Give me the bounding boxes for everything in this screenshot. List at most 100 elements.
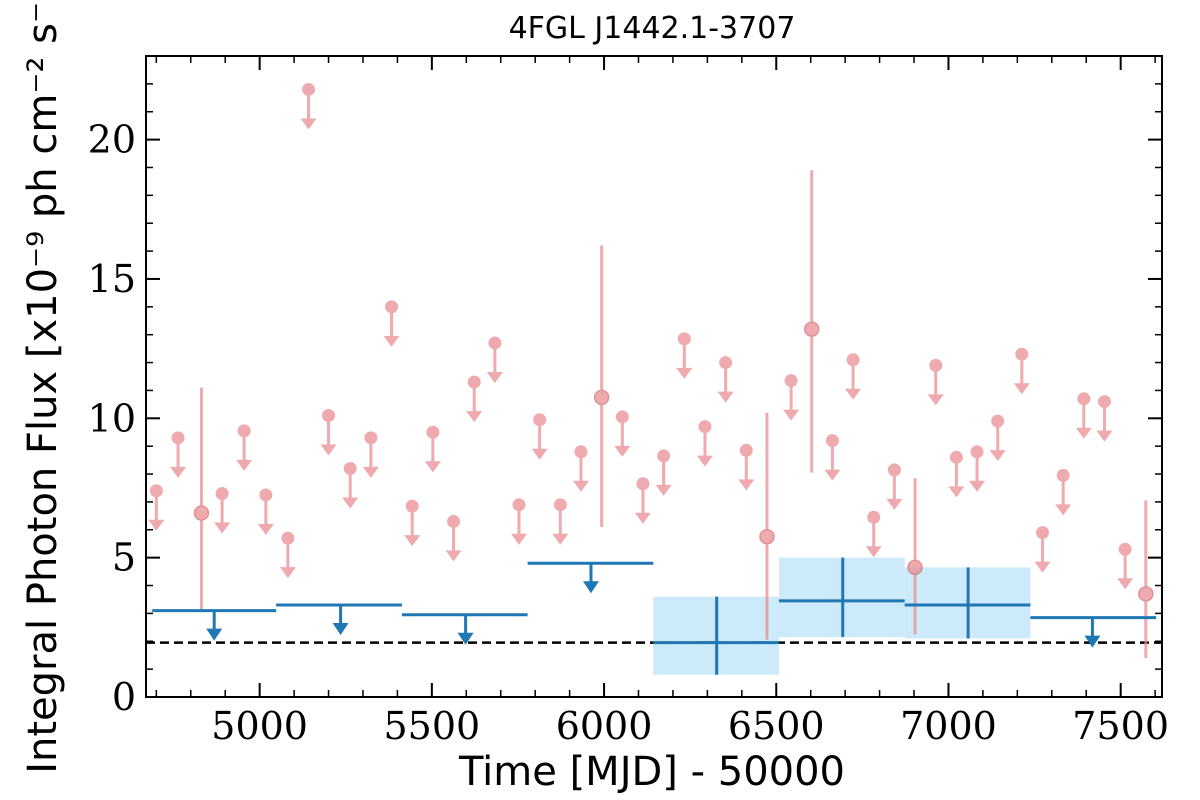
x-axis-label: Time [MJD] - 50000 [458,749,845,795]
monthly-upper-limit-mark [320,409,337,456]
upper-limit-arrow [279,567,296,579]
y-tick-label: 5 [112,536,136,580]
upper-limit-point [615,410,629,424]
y-tick-label: 10 [88,396,136,440]
yearly-limit-arrow [457,632,474,645]
upper-limit-point [364,431,378,445]
upper-limit-arrow [614,445,631,457]
monthly-upper-limit-mark [279,531,296,579]
upper-limit-point [784,374,798,388]
upper-limit-arrow [738,479,755,491]
monthly-upper-limit-mark [342,461,359,509]
upper-limit-point [405,499,419,513]
upper-limit-arrow [948,486,965,498]
upper-limit-point [447,514,461,528]
monthly-upper-limit-mark [424,425,441,473]
upper-limit-arrow [696,455,713,467]
upper-limit-arrow [236,459,253,471]
upper-limit-point [825,434,839,448]
upper-limit-arrow [927,394,944,406]
monthly-detection-mark [803,170,820,473]
detection-point [593,389,610,406]
upper-limit-arrow [989,450,1006,462]
upper-limit-arrow [969,480,986,492]
upper-limit-point [1077,392,1091,406]
upper-limit-arrow [634,512,651,524]
upper-limit-point [636,477,650,491]
monthly-upper-limit-mark [886,463,903,510]
upper-limit-arrow [510,533,527,545]
upper-limit-arrow [1117,578,1134,590]
upper-limit-point [488,336,502,350]
x-tick-label: 7500 [1072,704,1169,748]
upper-limit-point [281,531,295,545]
upper-limit-arrow [300,118,317,130]
x-tick-label: 5500 [383,704,480,748]
upper-limit-point [657,449,671,463]
yearly-limit-arrow [582,581,599,594]
upper-limit-point [533,413,547,427]
monthly-upper-limit-mark [552,498,569,545]
upper-limit-point [970,445,984,459]
upper-limit-arrow [1013,383,1030,395]
upper-limit-point [846,353,860,367]
upper-limit-arrow [362,466,379,478]
upper-limit-arrow [424,461,441,473]
monthly-upper-limit-mark [466,375,483,423]
upper-limit-point [467,375,481,389]
y-tick-label: 15 [88,257,136,301]
upper-limit-arrow [676,367,693,379]
upper-limit-point [322,409,336,423]
upper-limit-arrow [886,498,903,510]
upper-limit-arrow [552,533,569,545]
upper-limit-arrow [404,535,421,547]
monthly-upper-limit-mark [1013,347,1030,395]
upper-limit-arrow [383,335,400,347]
upper-limit-point [215,487,229,501]
monthly-upper-limit-mark [614,410,631,457]
x-tick-label: 6500 [728,704,825,748]
y-axis-label: Integral Photon Flux [x10⁻⁹ ph cm⁻² s⁻¹] [20,0,66,774]
monthly-upper-limit-mark [1075,392,1092,439]
upper-limit-point [867,510,881,524]
yearly-detection-mark [779,557,905,638]
x-tick-label: 6000 [556,704,653,748]
upper-limit-arrow [320,444,337,456]
axes: 5000 5500 6000 6500 7000 7500 0 5 10 15 20 [88,55,1169,748]
monthly-upper-limit-mark [969,445,986,492]
monthly-upper-limit-mark [824,434,841,481]
upper-limit-arrow [845,388,862,400]
upper-limit-point [385,300,399,314]
monthly-upper-limit-mark [531,413,548,460]
monthly-upper-limit-mark [696,420,713,467]
detection-point [1138,586,1154,602]
detection-point [803,321,820,337]
monthly-upper-limit-mark [572,445,589,492]
upper-limit-point [887,463,901,477]
monthly-upper-limit-mark [300,82,317,130]
monthly-upper-limit-mark [148,484,165,531]
upper-limit-arrow [170,466,187,478]
detection-point [193,505,210,521]
upper-limit-arrow [1075,427,1092,439]
detection-point [759,529,775,545]
upper-limit-point [698,420,712,434]
yearly-limit-arrow [206,628,223,641]
monthly-upper-limit-mark [445,514,462,562]
upper-limit-point [929,358,943,372]
monthly-detection-mark [1138,500,1154,658]
upper-limit-point [1035,526,1049,540]
monthly-upper-limit-mark [1117,542,1134,590]
monthly-upper-limit-mark [989,414,1006,462]
upper-limit-arrow [783,409,800,421]
yearly-limit-arrow [1084,635,1101,648]
upper-limit-point [574,445,588,459]
upper-limit-point [1097,395,1111,409]
upper-limit-point [512,498,526,512]
monthly-upper-limit-mark [404,499,421,547]
upper-limit-point [991,414,1005,428]
monthly-upper-limit-mark [948,450,965,498]
yearly-limit-arrow [332,623,349,636]
plot-area [146,82,1162,675]
